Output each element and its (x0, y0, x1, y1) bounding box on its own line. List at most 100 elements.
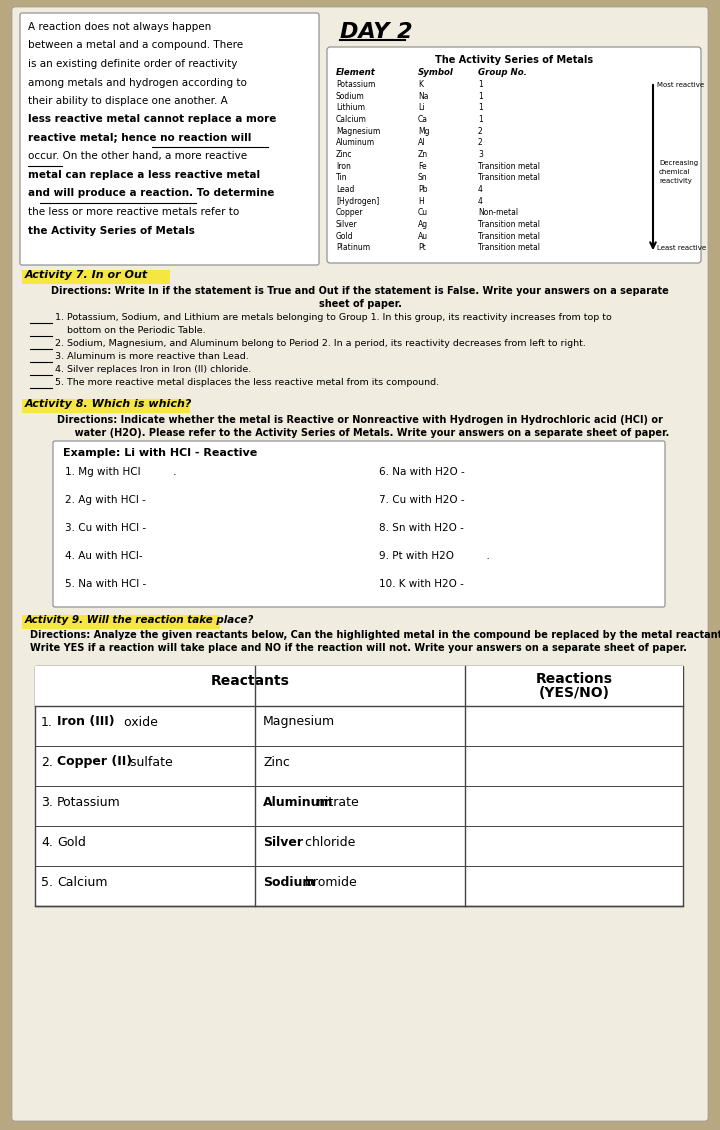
Text: Platinum: Platinum (336, 243, 370, 252)
Text: Non-metal: Non-metal (478, 208, 518, 217)
Text: Most reactive: Most reactive (657, 82, 704, 88)
Text: 1.: 1. (41, 715, 53, 729)
Text: Group No.: Group No. (478, 68, 527, 77)
Text: Symbol: Symbol (418, 68, 454, 77)
Text: 3. Aluminum is more reactive than Lead.: 3. Aluminum is more reactive than Lead. (55, 353, 248, 360)
Text: 1: 1 (478, 103, 482, 112)
Text: Transition metal: Transition metal (478, 162, 540, 171)
Text: 2.: 2. (41, 756, 53, 768)
Text: Ag: Ag (418, 220, 428, 229)
Text: Element: Element (336, 68, 376, 77)
Text: sheet of paper.: sheet of paper. (318, 299, 402, 308)
Text: 8. Sn with H2O -: 8. Sn with H2O - (379, 523, 464, 533)
Text: Copper: Copper (336, 208, 364, 217)
Text: 2: 2 (478, 138, 482, 147)
Text: 4. Silver replaces Iron in Iron (II) chloride.: 4. Silver replaces Iron in Iron (II) chl… (55, 365, 251, 374)
Text: Least reactive: Least reactive (657, 245, 706, 251)
Text: Activity 8. Which is which?: Activity 8. Which is which? (25, 399, 192, 409)
Text: 3.: 3. (41, 796, 53, 808)
Text: reactive metal; hence no reaction will: reactive metal; hence no reaction will (28, 133, 251, 144)
Text: 1. Mg with HCl          .: 1. Mg with HCl . (65, 467, 176, 477)
Text: Iron: Iron (336, 162, 351, 171)
Text: Magnesium: Magnesium (336, 127, 380, 136)
Text: Pt: Pt (418, 243, 426, 252)
Text: Directions: Analyze the given reactants below, Can the highlighted metal in the : Directions: Analyze the given reactants … (30, 631, 720, 640)
Text: Mg: Mg (418, 127, 430, 136)
Text: Gold: Gold (57, 835, 86, 849)
Bar (22, 615, 220, 629)
Text: 4: 4 (478, 185, 483, 194)
Text: Directions: Indicate whether the metal is Reactive or Nonreactive with Hydrogen : Directions: Indicate whether the metal i… (57, 415, 663, 425)
Text: the Activity Series of Metals: the Activity Series of Metals (28, 226, 195, 235)
Text: chloride: chloride (301, 835, 355, 849)
Text: Write YES if a reaction will take place and NO if the reaction will not. Write y: Write YES if a reaction will take place … (30, 643, 687, 653)
Text: Au: Au (418, 232, 428, 241)
Text: Magnesium: Magnesium (263, 715, 335, 729)
Text: Fe: Fe (418, 162, 427, 171)
Text: 3. Cu with HCl -: 3. Cu with HCl - (65, 523, 146, 533)
Text: 4. Au with HCl-: 4. Au with HCl- (65, 551, 143, 560)
Text: Zinc: Zinc (336, 150, 353, 159)
Text: Al: Al (418, 138, 426, 147)
Text: [Hydrogen]: [Hydrogen] (336, 197, 379, 206)
Text: Iron (III): Iron (III) (57, 715, 114, 729)
Text: between a metal and a compound. There: between a metal and a compound. There (28, 41, 243, 51)
Text: Decreasing: Decreasing (659, 159, 698, 165)
Text: Tin: Tin (336, 173, 348, 182)
Text: Example: Li with HCl - Reactive: Example: Li with HCl - Reactive (63, 447, 257, 458)
Text: sulfate: sulfate (126, 756, 173, 768)
Text: Li: Li (418, 103, 425, 112)
Bar (35, 666, 683, 706)
Text: The Activity Series of Metals: The Activity Series of Metals (435, 55, 593, 66)
Text: Calcium: Calcium (336, 115, 367, 124)
Text: is an existing definite order of reactivity: is an existing definite order of reactiv… (28, 59, 238, 69)
Text: 2. Sodium, Magnesium, and Aluminum belong to Period 2. In a period, its reactivi: 2. Sodium, Magnesium, and Aluminum belon… (55, 339, 586, 348)
Text: Zinc: Zinc (263, 756, 290, 768)
Text: nitrate: nitrate (313, 796, 359, 808)
Text: Na: Na (418, 92, 428, 101)
Bar (22, 399, 190, 412)
Text: among metals and hydrogen according to: among metals and hydrogen according to (28, 78, 247, 87)
Text: Activity 7. In or Out: Activity 7. In or Out (25, 270, 148, 280)
Text: 1. Potassium, Sodium, and Lithium are metals belonging to Group 1. In this group: 1. Potassium, Sodium, and Lithium are me… (55, 313, 612, 322)
Text: 5. Na with HCl -: 5. Na with HCl - (65, 579, 146, 589)
Text: reactivity: reactivity (659, 177, 692, 183)
Text: 9. Pt with H2O          .: 9. Pt with H2O . (379, 551, 490, 560)
Text: 4: 4 (478, 197, 483, 206)
FancyBboxPatch shape (12, 7, 708, 1121)
Text: 4.: 4. (41, 835, 53, 849)
Text: Transition metal: Transition metal (478, 173, 540, 182)
Text: 10. K with H2O -: 10. K with H2O - (379, 579, 464, 589)
Text: water (H2O). Please refer to the Activity Series of Metals. Write your answers o: water (H2O). Please refer to the Activit… (51, 428, 669, 438)
Text: 5. The more reactive metal displaces the less reactive metal from its compound.: 5. The more reactive metal displaces the… (55, 379, 439, 386)
Text: Silver: Silver (336, 220, 358, 229)
Text: 1: 1 (478, 92, 482, 101)
Text: Copper (II): Copper (II) (57, 756, 132, 768)
Text: Silver: Silver (263, 835, 303, 849)
Text: their ability to displace one another. A: their ability to displace one another. A (28, 96, 228, 106)
FancyBboxPatch shape (20, 14, 319, 266)
Text: the less or more reactive metals refer to: the less or more reactive metals refer t… (28, 207, 239, 217)
Text: Zn: Zn (418, 150, 428, 159)
Text: chemical: chemical (659, 168, 690, 174)
Bar (22, 270, 170, 284)
Text: metal can replace a less reactive metal: metal can replace a less reactive metal (28, 170, 260, 180)
Text: 6. Na with H2O -: 6. Na with H2O - (379, 467, 464, 477)
Text: Sodium: Sodium (336, 92, 365, 101)
Text: Transition metal: Transition metal (478, 232, 540, 241)
Text: K: K (418, 80, 423, 89)
Text: Potassium: Potassium (336, 80, 375, 89)
Text: Directions: Write In if the statement is True and Out if the statement is False.: Directions: Write In if the statement is… (51, 286, 669, 296)
Text: Activity 9. Will the reaction take place?: Activity 9. Will the reaction take place… (25, 615, 254, 625)
Bar (35, 666, 683, 906)
Text: (YES/NO): (YES/NO) (539, 686, 610, 699)
FancyBboxPatch shape (327, 47, 701, 263)
Text: Aluminum: Aluminum (263, 796, 333, 808)
Text: occur. On the other hand, a more reactive: occur. On the other hand, a more reactiv… (28, 151, 247, 162)
Text: Gold: Gold (336, 232, 354, 241)
Text: Calcium: Calcium (57, 876, 107, 888)
Text: A reaction does not always happen: A reaction does not always happen (28, 21, 211, 32)
Text: Cu: Cu (418, 208, 428, 217)
Text: Reactants: Reactants (210, 673, 289, 688)
Text: Aluminum: Aluminum (336, 138, 375, 147)
